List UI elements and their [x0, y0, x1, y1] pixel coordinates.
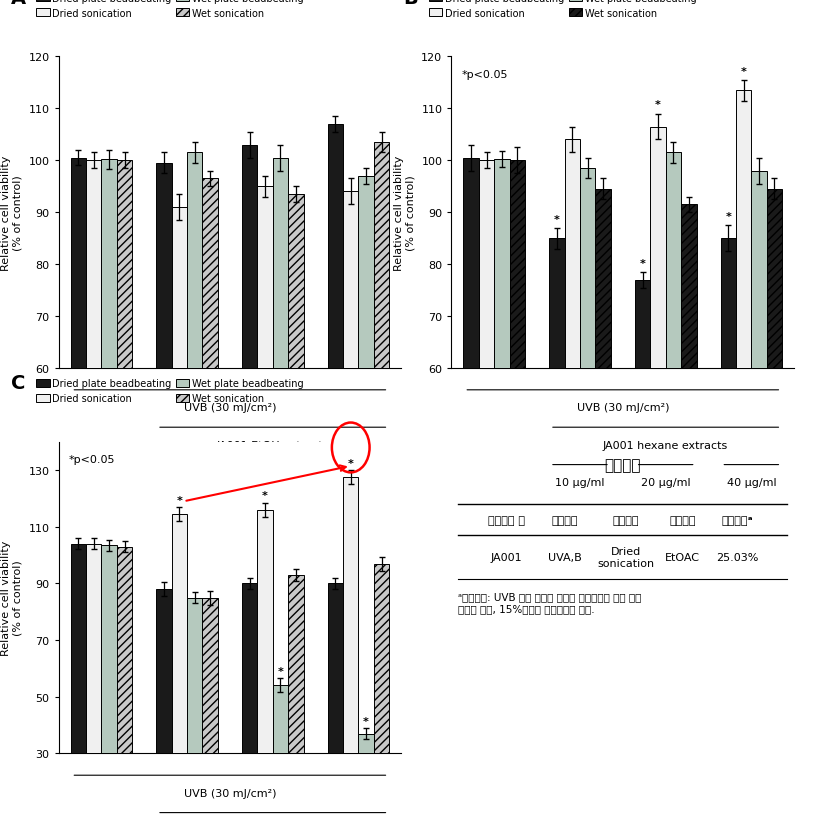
Text: A: A: [11, 0, 26, 8]
Bar: [101, 160, 117, 369]
Bar: [767, 189, 782, 369]
Text: *: *: [363, 716, 369, 726]
Y-axis label: Relative cell viability
(% of control): Relative cell viability (% of control): [1, 156, 23, 270]
Text: 25.03%: 25.03%: [716, 553, 759, 563]
Text: ᵃ효과정도: UVB 조사 전후에 추출물 처리유무에 따른 세포
생존률 차이, 15%이상의 보호효과만 선택.: ᵃ효과정도: UVB 조사 전후에 추출물 처리유무에 따른 세포 생존률 차이…: [458, 591, 642, 613]
Y-axis label: Relative cell viability
(% of control): Relative cell viability (% of control): [394, 156, 415, 270]
Bar: [101, 545, 117, 753]
Bar: [156, 590, 171, 753]
Bar: [494, 160, 510, 369]
Text: 10 μg/ml: 10 μg/ml: [555, 477, 604, 487]
Text: 추출방법: 추출방법: [613, 515, 640, 525]
Text: *p<0.05: *p<0.05: [461, 70, 508, 79]
Text: *: *: [741, 66, 747, 76]
Bar: [510, 161, 525, 369]
Text: *: *: [640, 259, 645, 269]
Bar: [273, 158, 288, 369]
Bar: [273, 686, 288, 753]
Text: 40 μg/ml: 40 μg/ml: [334, 477, 383, 487]
Text: 40 μg/ml: 40 μg/ml: [726, 477, 776, 487]
Bar: [242, 146, 257, 369]
Bar: [202, 179, 218, 369]
Bar: [564, 140, 580, 369]
Bar: [257, 187, 273, 369]
Bar: [117, 161, 132, 369]
Bar: [343, 192, 359, 369]
Bar: [374, 143, 390, 369]
Text: *p<0.05: *p<0.05: [69, 455, 115, 464]
Bar: [86, 544, 101, 753]
Bar: [187, 153, 202, 369]
Bar: [359, 734, 374, 753]
Bar: [595, 189, 611, 369]
Text: 효과정도ᵃ: 효과정도ᵃ: [721, 515, 753, 525]
Text: 미세조류 종: 미세조류 종: [487, 515, 525, 525]
Bar: [288, 575, 303, 753]
Text: UVB (30 mJ/cm²): UVB (30 mJ/cm²): [184, 403, 276, 413]
Text: JA001: JA001: [491, 553, 522, 563]
Text: EtOAC: EtOAC: [665, 553, 701, 563]
Bar: [650, 127, 665, 369]
Bar: [479, 161, 494, 369]
Bar: [635, 280, 650, 369]
Bar: [242, 584, 257, 753]
Bar: [580, 169, 595, 369]
Bar: [681, 205, 696, 369]
Text: *: *: [263, 491, 268, 501]
Bar: [187, 598, 202, 753]
Bar: [288, 195, 303, 369]
Bar: [328, 584, 343, 753]
Bar: [359, 177, 374, 369]
Bar: [86, 161, 101, 369]
Text: 배양방법: 배양방법: [551, 515, 578, 525]
Text: *: *: [348, 459, 354, 468]
Text: B: B: [404, 0, 418, 8]
Text: *: *: [726, 212, 732, 222]
Legend: Dried plate beadbeating, Dried sonication, Wet plate beadbeating, Wet sonication: Dried plate beadbeating, Dried sonicatio…: [429, 0, 696, 19]
Text: *: *: [655, 100, 661, 111]
Text: 추출용매: 추출용매: [670, 515, 696, 525]
Legend: Dried plate beadbeating, Dried sonication, Wet plate beadbeating, Wet sonication: Dried plate beadbeating, Dried sonicatio…: [36, 378, 303, 404]
Text: Dried
sonication: Dried sonication: [598, 546, 655, 568]
Bar: [171, 514, 187, 753]
Bar: [343, 477, 359, 753]
Text: *: *: [176, 495, 182, 505]
Text: 10 μg/ml: 10 μg/ml: [162, 477, 212, 487]
Text: *: *: [554, 215, 560, 224]
Text: C: C: [11, 373, 25, 393]
Text: UVA,B: UVA,B: [548, 553, 581, 563]
Text: *: *: [278, 666, 283, 676]
Bar: [257, 510, 273, 753]
Text: JA001 hexane extracts: JA001 hexane extracts: [603, 440, 728, 450]
Bar: [463, 158, 479, 369]
Bar: [328, 124, 343, 369]
Bar: [70, 158, 86, 369]
Text: 20 μg/ml: 20 μg/ml: [641, 477, 691, 487]
Text: UVB (30 mJ/cm²): UVB (30 mJ/cm²): [184, 788, 276, 798]
Bar: [549, 239, 564, 369]
Bar: [117, 547, 132, 753]
Bar: [70, 544, 86, 753]
Bar: [156, 164, 171, 369]
Bar: [202, 598, 218, 753]
Text: 20 μg/ml: 20 μg/ml: [248, 477, 298, 487]
Text: UVB (30 mJ/cm²): UVB (30 mJ/cm²): [577, 403, 669, 413]
Bar: [171, 208, 187, 369]
Bar: [721, 239, 736, 369]
Bar: [736, 91, 752, 369]
Bar: [374, 564, 390, 753]
Text: 결과요약: 결과요약: [604, 458, 641, 473]
Bar: [665, 153, 681, 369]
Text: JA001 EtOH extracts: JA001 EtOH extracts: [217, 440, 329, 450]
Legend: Dried plate beadbeating, Dried sonication, Wet plate beadbeating, Wet sonication: Dried plate beadbeating, Dried sonicatio…: [36, 0, 303, 19]
Y-axis label: Relative cell viability
(% of control): Relative cell viability (% of control): [2, 541, 23, 655]
Bar: [752, 171, 767, 369]
